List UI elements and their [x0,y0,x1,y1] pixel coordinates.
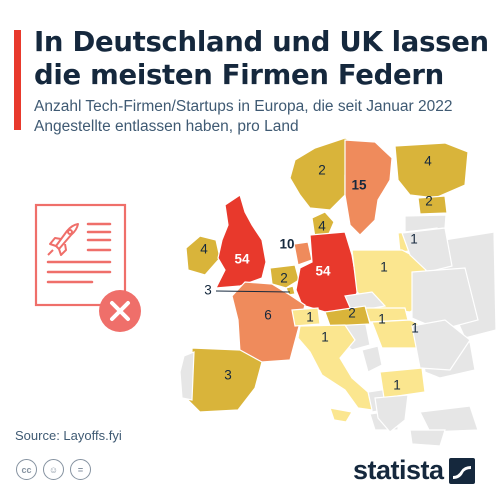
value-label-sweden: 15 [351,178,367,193]
close-icon [99,290,141,332]
value-label-switzerland: 1 [306,310,314,325]
countries [179,137,479,433]
value-label-denmark: 4 [318,219,326,234]
accent-bar [14,30,21,130]
value-label-belgium: 2 [280,271,288,286]
value-label-germany: 54 [315,264,331,279]
value-label-netherlands: 10 [279,237,294,252]
page-title: In Deutschland und UK lassen die meisten… [34,26,489,91]
brand-name: statista [353,455,444,485]
value-label-united-kingdom: 54 [234,252,250,267]
value-label-estonia: 2 [425,194,433,209]
country-netherlands [293,241,313,266]
country-italy [297,324,373,411]
license-icons: cc ☺ = [16,459,91,480]
value-label-ireland: 4 [200,242,208,257]
value-label-poland: 1 [380,260,388,275]
value-label-lithuania: 1 [410,232,418,247]
country-luxembourg [285,285,296,296]
value-label-hungary: 1 [411,321,419,336]
country-finland [394,142,469,199]
value-label-finland: 4 [424,154,432,169]
value-label-italy: 1 [321,330,329,345]
source-note: Source: Layoffs.fyi [15,428,122,443]
document-illustration [34,203,141,332]
value-label-slovakia: 1 [378,312,386,327]
value-label-luxembourg: 3 [204,283,212,298]
value-label-france: 6 [264,308,272,323]
country-sweden [344,139,393,236]
value-label-austria: 2 [348,306,356,321]
country-estonia [417,195,448,215]
value-label-norway: 2 [318,163,326,178]
brand-logo[interactable]: statista [353,455,475,486]
value-label-spain: 3 [224,368,232,383]
equal-icon[interactable]: = [70,459,91,480]
rocket-icon [47,223,79,256]
page-subtitle: Anzahl Tech-Firmen/Startups in Europa, d… [34,98,453,135]
country-austria [324,305,371,327]
country-bulgaria [379,367,426,399]
country-united-kingdom [214,194,267,289]
country-france [231,281,306,363]
cc-icon[interactable]: cc [16,459,37,480]
statista-icon [448,457,475,484]
country-switzerland [291,307,321,327]
person-icon[interactable]: ☺ [43,459,64,480]
value-label-bulgaria: 1 [393,378,401,393]
country-belgium [269,264,300,289]
luxembourg-callout-line [215,290,291,293]
